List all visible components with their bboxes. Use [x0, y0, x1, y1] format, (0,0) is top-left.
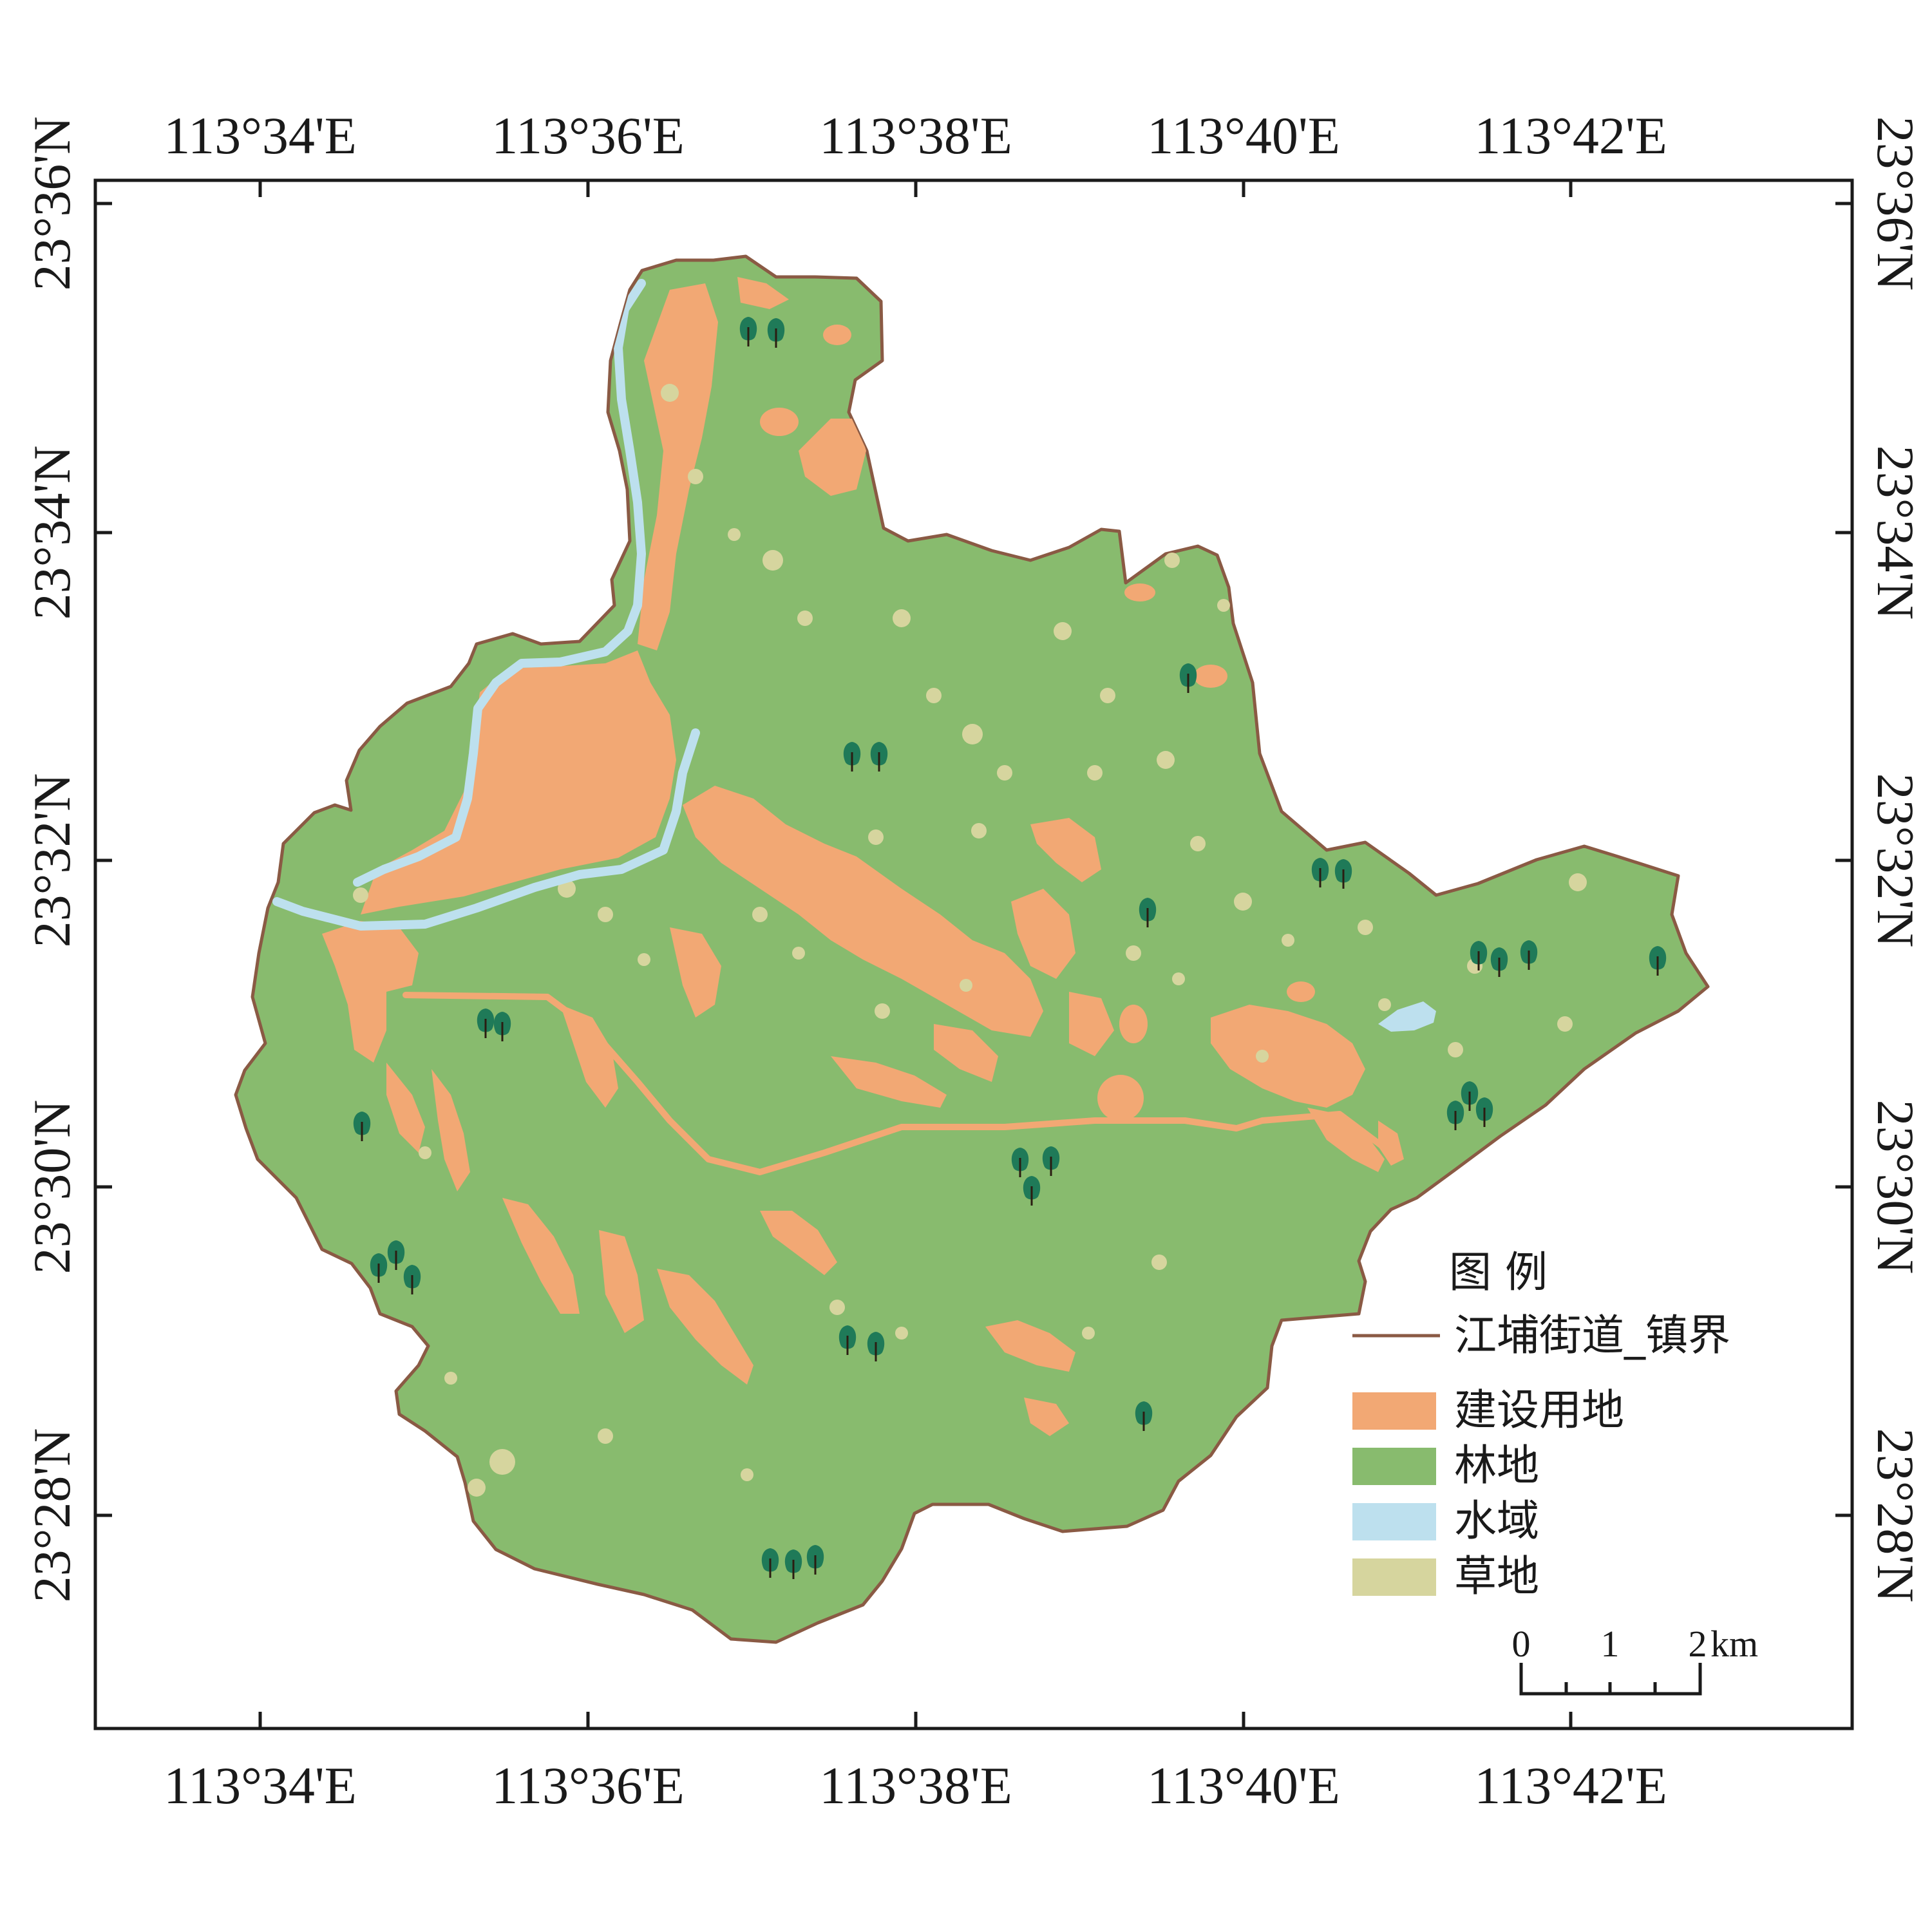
legend-label-built-up: 建设用地 — [1454, 1385, 1624, 1435]
lon-label: 113°42'E — [1474, 106, 1667, 165]
legend-swatch-forest — [1352, 1448, 1436, 1485]
legend-label-water: 水域 — [1454, 1496, 1539, 1546]
legend-title: 图 例 — [1449, 1247, 1548, 1297]
lat-label: 23°28'N — [1866, 1428, 1925, 1603]
scale-unit: km — [1710, 1623, 1758, 1665]
lat-label: 23°32'N — [1866, 773, 1925, 948]
lon-label: 113°36'E — [491, 1756, 685, 1815]
latitude-labels-right: 23°36'N 23°34'N 23°32'N 23°30'N 23°28'N — [1866, 117, 1925, 1603]
lat-label: 23°30'N — [1866, 1100, 1925, 1274]
longitude-labels-top: 113°34'E 113°36'E 113°38'E 113°40'E 113°… — [164, 106, 1667, 165]
scale-label-2: 2 — [1689, 1623, 1707, 1665]
latitude-labels-left: 23°36'N 23°34'N 23°32'N 23°30'N 23°28'N — [23, 117, 81, 1603]
lat-label: 23°34'N — [23, 446, 81, 620]
lon-label: 113°40'E — [1147, 1756, 1340, 1815]
water-body — [1378, 1001, 1436, 1032]
lat-label: 23°34'N — [1866, 446, 1925, 620]
lon-label: 113°40'E — [1147, 106, 1340, 165]
longitude-labels-bottom: 113°34'E 113°36'E 113°38'E 113°40'E 113°… — [164, 1756, 1667, 1815]
lon-label: 113°38'E — [819, 1756, 1012, 1815]
lon-label: 113°34'E — [164, 106, 357, 165]
lat-label: 23°36'N — [23, 117, 81, 291]
legend-boundary-label: 江埔街道_镇界 — [1454, 1311, 1730, 1360]
lon-label: 113°42'E — [1474, 1756, 1667, 1815]
legend-label-grassland: 草地 — [1454, 1551, 1539, 1601]
legend: 图 例 江埔街道_镇界 建设用地 林地 水域 草地 — [1352, 1247, 1730, 1601]
legend-label-forest: 林地 — [1454, 1441, 1539, 1490]
lon-label: 113°34'E — [164, 1756, 357, 1815]
grassland-patches — [353, 384, 1587, 1497]
legend-swatch-grassland — [1352, 1558, 1436, 1596]
map-frame — [93, 178, 1854, 1730]
lat-label: 23°32'N — [23, 773, 81, 948]
legend-swatch-water — [1352, 1503, 1436, 1540]
scale-label-1: 1 — [1601, 1623, 1620, 1665]
scale-bar: 0 1 2 km — [1512, 1623, 1758, 1696]
scale-line — [1519, 1663, 1702, 1696]
river — [272, 279, 700, 931]
legend-swatch-built-up — [1352, 1392, 1436, 1430]
lat-label: 23°36'N — [1866, 117, 1925, 291]
frame-ticks — [95, 180, 1852, 1728]
main-road — [402, 992, 1394, 1175]
lon-label: 113°36'E — [491, 106, 685, 165]
lat-label: 23°28'N — [23, 1428, 81, 1603]
lat-label: 23°30'N — [23, 1100, 81, 1274]
lon-label: 113°38'E — [819, 106, 1012, 165]
scale-label-0: 0 — [1512, 1623, 1531, 1665]
